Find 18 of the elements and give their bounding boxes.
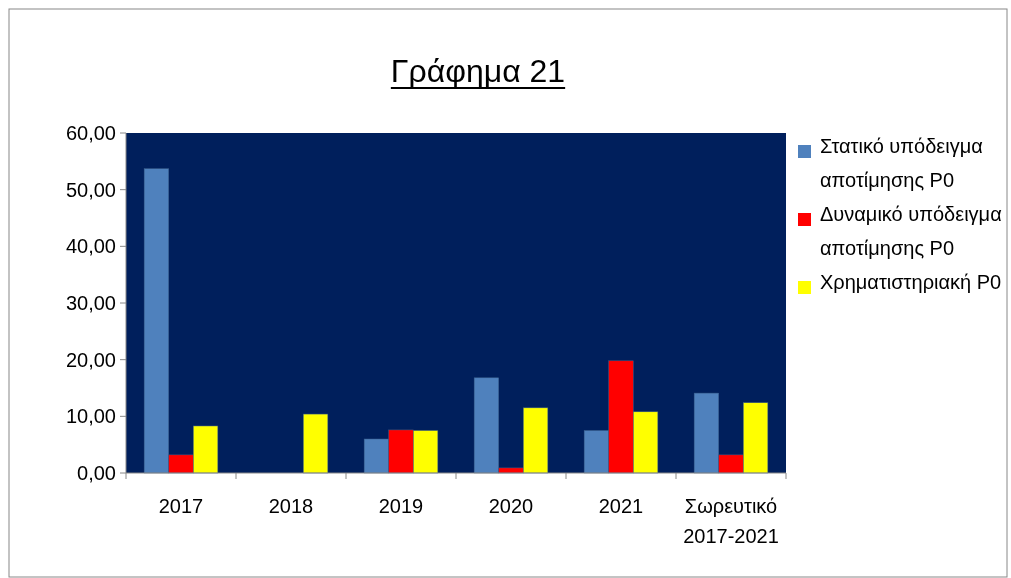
y-tick-label: 30,00 [65, 292, 116, 314]
y-tick-label: 40,00 [65, 235, 116, 258]
x-tick-label: 2018 [268, 495, 314, 517]
y-tick-label: 20,00 [65, 348, 116, 371]
y-tick-label: 50,00 [65, 178, 116, 201]
y-tick-label: 60,00 [65, 122, 116, 144]
legend-label: Δυναμικό υπόδειγμα αποτίμησης P0 [820, 203, 1002, 259]
x-tick-label: 2021 [598, 495, 644, 517]
x-tick-label: 2017 [158, 495, 204, 517]
x-tick-label: 2019 [378, 495, 424, 517]
y-tick-label: 10,00 [65, 405, 116, 428]
bar [303, 413, 329, 474]
x-tick-label: Σωρευτικό 2017-2021 [683, 495, 779, 547]
legend-label: Χρηματιστηριακή P0 [820, 271, 1002, 293]
chart-title: Γράφημα 21 [390, 53, 566, 89]
legend-label: Στατικό υπόδειγμα αποτίμησης P0 [820, 135, 983, 191]
y-tick-label: 0,00 [77, 462, 116, 484]
x-tick-label: 2020 [488, 495, 534, 517]
